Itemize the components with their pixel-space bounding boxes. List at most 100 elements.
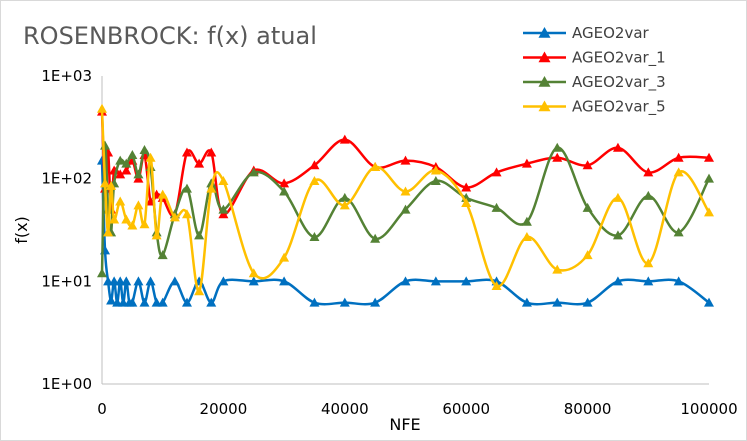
data-point-marker xyxy=(139,145,150,155)
data-point-marker xyxy=(133,200,144,210)
data-point-marker xyxy=(339,134,350,144)
data-point-marker xyxy=(309,175,320,185)
legend-label: AGEO2var_1 xyxy=(572,49,666,68)
x-tick-label: 40000 xyxy=(321,400,369,418)
data-point-marker xyxy=(127,150,138,160)
data-point-marker xyxy=(181,297,192,307)
data-point-marker xyxy=(582,202,593,212)
data-point-marker xyxy=(521,216,532,226)
data-point-marker xyxy=(370,233,381,243)
data-point-marker xyxy=(339,192,350,202)
data-point-marker xyxy=(194,230,205,240)
y-tick-label: 1E+03 xyxy=(41,67,92,85)
data-point-marker xyxy=(181,209,192,219)
data-point-marker xyxy=(106,295,117,305)
data-point-marker xyxy=(279,252,290,262)
data-point-marker xyxy=(139,297,150,307)
data-point-marker xyxy=(582,160,593,170)
data-point-marker xyxy=(151,230,162,240)
data-point-marker xyxy=(491,167,502,177)
y-tick-label: 1E+02 xyxy=(41,170,92,188)
data-point-marker xyxy=(194,286,205,296)
data-point-marker xyxy=(370,297,381,307)
data-point-marker xyxy=(218,175,229,185)
data-point-marker xyxy=(157,250,168,260)
data-point-marker xyxy=(121,165,132,175)
data-point-marker xyxy=(103,227,114,237)
data-point-marker xyxy=(461,182,472,192)
x-tick-label: 80000 xyxy=(564,400,612,418)
data-point-marker xyxy=(145,152,156,162)
data-point-marker xyxy=(643,167,654,177)
legend: AGEO2var AGEO2var_1 AGEO2var_3 AGEO2var_5 xyxy=(523,24,666,117)
y-tick-labels: 1E+00 1E+01 1E+02 1E+03 xyxy=(41,67,92,393)
data-point-marker xyxy=(309,297,320,307)
legend-item: AGEO2var_5 xyxy=(523,98,666,117)
data-point-marker xyxy=(430,175,441,185)
data-point-marker xyxy=(612,276,623,286)
data-point-marker xyxy=(248,276,259,286)
data-point-marker xyxy=(704,173,714,183)
data-point-marker xyxy=(206,178,217,188)
data-point-marker xyxy=(491,281,502,291)
data-point-marker xyxy=(157,297,168,307)
data-point-marker xyxy=(194,158,205,168)
data-point-marker xyxy=(339,200,350,210)
data-point-marker xyxy=(169,212,180,222)
x-tick-label: 0 xyxy=(97,400,107,418)
x-tick-label: 100000 xyxy=(680,400,737,418)
data-point-marker xyxy=(552,297,563,307)
legend-item: AGEO2var_3 xyxy=(523,73,666,92)
data-point-marker xyxy=(521,158,532,168)
data-point-marker xyxy=(206,297,217,307)
x-tick-label: 60000 xyxy=(442,400,490,418)
data-point-marker xyxy=(248,268,259,278)
data-point-marker xyxy=(673,227,684,237)
y-tick-label: 1E+01 xyxy=(41,272,92,290)
axes xyxy=(101,76,709,385)
data-point-marker xyxy=(643,258,654,268)
legend-marker xyxy=(538,27,551,38)
series-AGEO2var_5 xyxy=(97,103,714,296)
data-point-marker xyxy=(552,264,563,274)
data-point-marker xyxy=(115,196,126,206)
data-point-marker xyxy=(139,219,150,229)
data-point-marker xyxy=(106,180,117,190)
data-point-marker xyxy=(121,276,132,286)
data-point-marker xyxy=(430,165,441,175)
data-point-marker xyxy=(127,297,138,307)
data-point-marker xyxy=(582,250,593,260)
data-point-marker xyxy=(279,276,290,286)
data-point-marker xyxy=(400,276,411,286)
data-point-marker xyxy=(97,268,107,278)
data-point-marker xyxy=(461,276,472,286)
data-point-marker xyxy=(552,152,563,162)
data-point-marker xyxy=(181,147,192,157)
data-point-marker xyxy=(400,155,411,165)
data-point-marker xyxy=(704,207,714,217)
legend-marker xyxy=(538,100,551,112)
legend-label: AGEO2var xyxy=(572,24,650,42)
data-point-marker xyxy=(612,192,623,202)
legend-item: AGEO2var_1 xyxy=(523,49,666,68)
legend-label: AGEO2var_3 xyxy=(572,73,666,92)
data-point-marker xyxy=(612,142,623,152)
plot-area xyxy=(97,103,714,307)
data-point-marker xyxy=(552,142,563,152)
data-point-marker xyxy=(400,186,411,196)
data-point-marker xyxy=(521,232,532,242)
data-point-marker xyxy=(218,209,229,219)
data-point-marker xyxy=(491,202,502,212)
data-point-marker xyxy=(673,167,684,177)
data-point-marker xyxy=(115,169,126,179)
data-point-marker xyxy=(673,276,684,286)
y-tick-label: 1E+00 xyxy=(41,375,92,393)
data-point-marker xyxy=(181,183,192,193)
x-tick-labels: 0 20000 40000 60000 80000 100000 xyxy=(97,400,737,418)
x-axis-title: NFE xyxy=(389,415,420,434)
data-point-marker xyxy=(218,276,229,286)
x-tick-label: 20000 xyxy=(200,400,248,418)
data-point-marker xyxy=(461,197,472,207)
